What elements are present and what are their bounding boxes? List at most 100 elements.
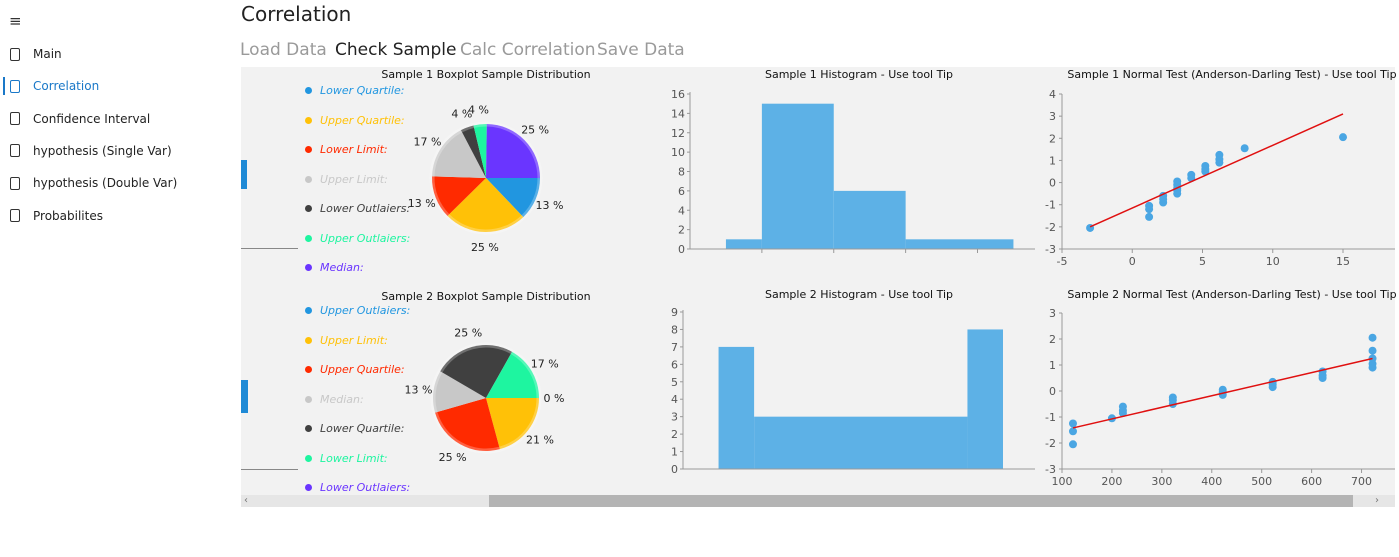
- y-tick-label: -1: [1045, 411, 1056, 424]
- data-point: [1145, 205, 1154, 214]
- tab-calc-correlation[interactable]: Calc Correlation: [460, 40, 596, 60]
- row-1-handle[interactable]: [241, 160, 247, 189]
- legend-label: Lower Quartile:: [320, 84, 405, 97]
- x-tick-label: 700: [1351, 475, 1372, 488]
- pie-slice: [486, 124, 540, 178]
- data-point: [1240, 144, 1249, 153]
- y-tick-label: 16: [671, 88, 685, 101]
- pie-slice-rim: [432, 411, 501, 454]
- legend-label: Upper Outlaiers:: [320, 304, 411, 317]
- data-point: [1068, 419, 1077, 428]
- pie-data-label: 0 %: [544, 392, 565, 405]
- x-tick-label: 100: [1052, 475, 1073, 488]
- sidebar-item-label: Correlation: [33, 79, 100, 94]
- legend-item[interactable]: Upper Outlaiers:: [305, 232, 410, 245]
- hamburger-icon[interactable]: ≡: [9, 12, 22, 30]
- legend-item[interactable]: Lower Outlaiers:: [305, 481, 410, 494]
- pie-slice: [460, 125, 486, 178]
- sidebar-item-correlation[interactable]: Correlation: [0, 72, 220, 100]
- scrollbar-thumb[interactable]: [489, 495, 1353, 507]
- legend-dot-icon: [305, 395, 312, 403]
- legend-dot-icon: [305, 234, 312, 242]
- scroll-right-icon[interactable]: ›: [1375, 495, 1379, 506]
- sidebar-item-hypothesis-double-var[interactable]: hypothesis (Double Var): [0, 169, 220, 197]
- legend-label: Lower Quartile:: [320, 422, 405, 435]
- data-point: [1201, 167, 1210, 176]
- chart-title: Sample 1 Normal Test (Anderson-Darling T…: [1067, 68, 1397, 81]
- y-tick-label: -3: [1045, 243, 1056, 256]
- y-tick-label: 2: [671, 428, 678, 441]
- pie-slice: [433, 371, 486, 413]
- sidebar-item-main[interactable]: Main: [0, 40, 220, 68]
- legend-dot-icon: [305, 205, 312, 212]
- legend-item[interactable]: Median:: [305, 393, 364, 406]
- y-tick-label: 9: [671, 306, 678, 319]
- y-tick-label: 7: [671, 341, 678, 354]
- tab-save-data[interactable]: Save Data: [597, 40, 685, 60]
- histogram-bar: [967, 329, 1003, 469]
- y-tick-label: 6: [671, 358, 678, 371]
- legend-dot-icon: [305, 307, 312, 314]
- data-point: [1173, 189, 1182, 198]
- legend-item[interactable]: Upper Limit:: [305, 334, 388, 347]
- y-tick-label: 4: [678, 204, 685, 217]
- scroll-left-icon[interactable]: ‹: [244, 495, 248, 506]
- data-point: [1145, 212, 1154, 221]
- y-tick-label: 4: [1049, 88, 1056, 101]
- legend-item[interactable]: Lower Outlaiers:: [305, 202, 410, 215]
- pie-slice-rim: [521, 177, 543, 219]
- page-icon: [10, 79, 20, 93]
- pie-data-label: 17 %: [531, 358, 559, 371]
- legend-item[interactable]: Lower Limit:: [305, 143, 388, 156]
- pie-slice-rim: [438, 342, 514, 373]
- legend-dot-icon: [305, 87, 312, 94]
- legend-item[interactable]: Lower Limit:: [305, 452, 388, 465]
- legend-item[interactable]: Upper Quartile:: [305, 363, 405, 376]
- y-tick-label: 12: [671, 127, 685, 140]
- y-tick-label: 2: [1049, 333, 1056, 346]
- pie-slice-rim: [430, 370, 443, 414]
- legend-item[interactable]: Lower Quartile:: [305, 422, 404, 435]
- sidebar-item-probabilites[interactable]: Probabilites: [0, 202, 220, 230]
- pie-slice: [432, 130, 486, 178]
- pie-data-label: 25 %: [521, 124, 549, 137]
- selected-indicator: [3, 77, 5, 95]
- pie-slice-rim: [429, 127, 463, 177]
- pie-data-label: 25 %: [471, 241, 499, 254]
- histogram-bar: [725, 239, 762, 249]
- x-tick-label: 400: [1201, 475, 1222, 488]
- pie-data-label: 17 %: [414, 135, 442, 148]
- legend-label: Lower Limit:: [320, 143, 388, 156]
- y-tick-label: 1: [1049, 359, 1056, 372]
- x-tick-label: 15: [1336, 255, 1350, 268]
- page-icon: [10, 112, 20, 126]
- legend-label: Upper Outlaiers:: [320, 231, 411, 245]
- legend-item[interactable]: Lower Quartile:: [305, 84, 404, 97]
- page-icon: [10, 47, 20, 61]
- legend-item[interactable]: Upper Quartile:: [305, 114, 405, 127]
- data-point: [1368, 346, 1377, 355]
- y-tick-label: 1: [1049, 154, 1056, 167]
- fit-line: [1072, 357, 1373, 429]
- chart-title: Sample 2 Normal Test (Anderson-Darling T…: [1067, 288, 1397, 301]
- y-tick-label: 0: [671, 463, 678, 476]
- legend-item[interactable]: Upper Outlaiers:: [305, 304, 410, 317]
- tab-load-data[interactable]: Load Data: [240, 40, 327, 60]
- fit-line: [1089, 113, 1344, 228]
- sidebar-item-hypothesis-single-var[interactable]: hypothesis (Single Var): [0, 137, 220, 165]
- y-tick-label: -3: [1045, 463, 1056, 476]
- legend-label: Median:: [320, 261, 364, 274]
- sidebar-item-confidence-interval[interactable]: Confidence Interval: [0, 105, 220, 133]
- pie-data-label: 21 %: [526, 433, 554, 446]
- legend-item[interactable]: Upper Limit:: [305, 173, 388, 186]
- data-point: [1068, 440, 1077, 449]
- histogram-bar: [905, 239, 1014, 249]
- row-2-handle[interactable]: [241, 380, 248, 413]
- legend-item[interactable]: Median:: [305, 261, 364, 274]
- pie-slice: [447, 178, 524, 232]
- page-title: Correlation: [241, 2, 352, 26]
- pie-slice: [432, 176, 486, 216]
- data-point: [1368, 333, 1377, 342]
- histogram-bar: [718, 346, 755, 469]
- tab-check-sample[interactable]: Check Sample: [335, 40, 457, 60]
